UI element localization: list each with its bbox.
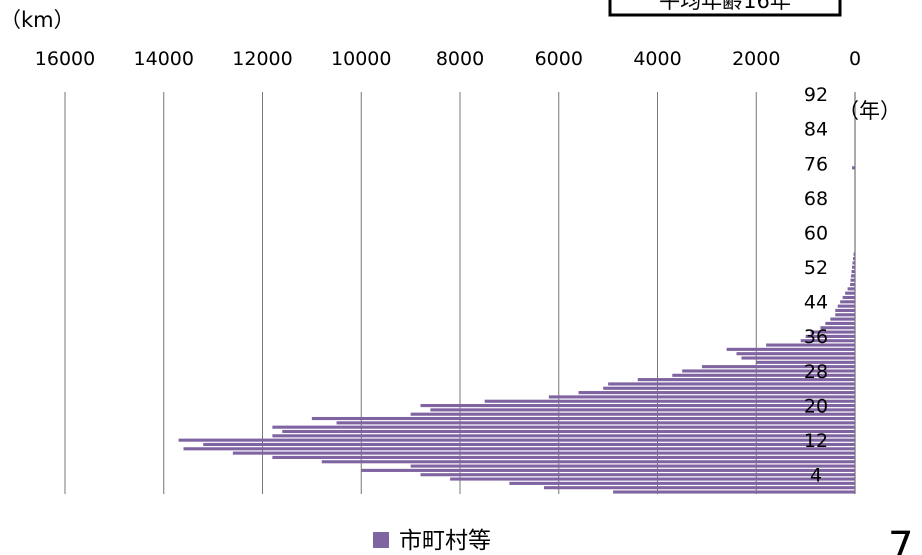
bar	[672, 373, 855, 377]
bar	[178, 438, 855, 442]
y-tick-label: 36	[804, 326, 828, 348]
bar	[852, 261, 855, 265]
x-tick-label: 6000	[535, 48, 583, 70]
bar	[637, 378, 855, 382]
y-tick-label: 20	[804, 395, 828, 417]
legend-label: 市町村等	[399, 528, 491, 554]
bar	[842, 295, 855, 300]
bar	[361, 468, 855, 472]
page-number: 7	[888, 524, 913, 555]
bar	[840, 300, 855, 304]
bar	[311, 416, 855, 421]
x-tick-labels: 16000 14000 12000 10000 8000 6000 4000 2000 0	[35, 48, 861, 70]
bar	[852, 265, 855, 269]
y-unit-label: （年）	[838, 99, 901, 123]
x-tick-label: 4000	[633, 48, 681, 70]
y-tick-label: 68	[804, 188, 828, 210]
bar	[701, 365, 855, 369]
y-tick-label: 60	[804, 222, 828, 244]
bar	[810, 330, 855, 334]
x-tick-label: 10000	[331, 48, 391, 70]
bar	[835, 308, 855, 313]
bar	[420, 404, 855, 408]
x-tick-label: 0	[849, 48, 861, 70]
bar	[850, 282, 855, 287]
y-tick-label: 28	[804, 361, 828, 383]
bar	[282, 429, 855, 434]
y-tick-label: 44	[804, 292, 828, 314]
legend-swatch	[373, 532, 389, 548]
bar	[603, 386, 855, 390]
bar	[847, 287, 855, 291]
bar	[853, 252, 855, 256]
bar	[851, 274, 855, 278]
average-age-label: 平均年齢16年	[659, 0, 791, 13]
bar	[613, 490, 855, 494]
bar	[835, 313, 855, 317]
y-tick-label: 76	[804, 153, 828, 175]
x-unit-label: （km）	[0, 8, 75, 32]
bar	[850, 278, 855, 282]
x-tick-label: 12000	[232, 48, 292, 70]
bar	[203, 442, 855, 447]
x-tick-label: 8000	[436, 48, 484, 70]
bar	[183, 447, 855, 451]
bar	[766, 343, 855, 347]
bar	[484, 399, 855, 403]
bar	[741, 356, 855, 360]
bar	[852, 166, 855, 170]
bar	[420, 473, 855, 477]
bar	[682, 369, 855, 373]
bar	[800, 339, 855, 343]
bar	[726, 347, 855, 351]
y-tick-labels: 92 84 76 68 60 52 44 36 28 20 12 4	[804, 84, 828, 486]
x-tick-label: 2000	[732, 48, 780, 70]
bar	[548, 395, 855, 399]
average-age-box: 平均年齢16年	[608, 0, 842, 17]
x-tick-label: 14000	[134, 48, 194, 70]
y-tick-label: 12	[804, 430, 828, 452]
bar	[830, 317, 855, 321]
y-tick-label: 92	[804, 84, 828, 106]
bar	[321, 460, 855, 464]
bar	[578, 391, 855, 395]
bar	[853, 257, 855, 261]
bar	[430, 408, 855, 412]
bar	[410, 464, 855, 468]
bar	[851, 270, 855, 274]
bar	[837, 304, 855, 308]
bar	[450, 477, 855, 481]
y-tick-label: 84	[804, 119, 828, 141]
gridlines	[64, 92, 856, 494]
bars	[178, 166, 855, 494]
legend: 市町村等	[373, 528, 491, 554]
y-tick-label: 52	[804, 257, 828, 279]
bar	[845, 291, 855, 295]
bar	[736, 352, 855, 356]
y-tick-label: 4	[810, 465, 822, 487]
bar	[543, 486, 855, 490]
bar	[410, 412, 855, 416]
bar	[232, 451, 855, 455]
bar	[272, 455, 855, 459]
bar	[509, 481, 855, 485]
bar	[820, 326, 855, 330]
x-tick-label: 16000	[35, 48, 95, 70]
bar	[272, 425, 855, 429]
bar	[825, 321, 855, 325]
bar	[805, 334, 855, 338]
bar	[272, 434, 855, 438]
bar	[608, 382, 855, 386]
bar	[336, 421, 855, 425]
bar	[756, 360, 855, 364]
